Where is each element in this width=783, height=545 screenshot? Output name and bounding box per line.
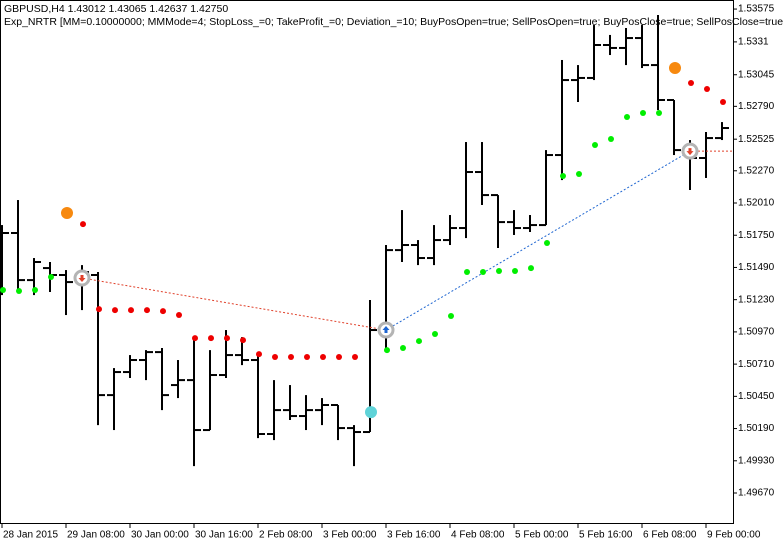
signal-arrow (78, 274, 86, 282)
indicator-dot (192, 335, 198, 342)
indicator-dot (400, 345, 406, 352)
indicator-dot (592, 142, 598, 149)
y-tick-label: 1.50190 (738, 423, 775, 434)
indicator-dot (560, 172, 566, 179)
indicator-dot (704, 85, 710, 92)
y-tick-label: 1.53575 (738, 4, 775, 15)
x-tick-label: 2 Feb 08:00 (259, 530, 313, 541)
indicator-dot (544, 240, 550, 247)
indicator-dot (304, 354, 310, 361)
trade-signal (681, 142, 699, 160)
y-tick-label: 1.51490 (738, 262, 775, 273)
indicator-dot (16, 287, 22, 294)
x-tick-label: 9 Feb 00:00 (707, 530, 761, 541)
indicator-dot (448, 313, 454, 320)
y-tick-label: 1.52790 (738, 101, 775, 112)
y-tick-label: 1.51230 (738, 294, 775, 305)
indicator-dot (128, 307, 134, 314)
y-tick-label: 1.49930 (738, 455, 775, 466)
y-tick-label: 1.5331 (738, 37, 769, 48)
y-tick-label: 1.50970 (738, 327, 775, 338)
chart-subtitle: Exp_NRTR [MM=0.10000000; MMMode=4; StopL… (4, 16, 783, 28)
x-tick-label: 29 Jan 08:00 (67, 530, 125, 541)
trade-line (81, 277, 387, 331)
x-tick-label: 3 Feb 16:00 (387, 530, 441, 541)
indicator-dot (528, 265, 534, 272)
x-tick-label: 5 Feb 16:00 (579, 530, 633, 541)
indicator-dot (32, 287, 38, 294)
indicator-dot (112, 307, 118, 314)
x-tick-label: 3 Feb 00:00 (323, 530, 377, 541)
y-tick-label: 1.53045 (738, 69, 775, 80)
indicator-dot (240, 337, 246, 344)
indicator-dot (720, 98, 726, 105)
chart-title: GBPUSD,H4 1.43012 1.43065 1.42637 1.4275… (4, 3, 228, 15)
indicator-dot (336, 354, 342, 361)
y-tick-label: 1.52010 (738, 198, 775, 209)
indicator-dot (656, 110, 662, 117)
signal-arrow (382, 326, 390, 334)
plot-frame (0, 0, 734, 524)
y-tick-label: 1.52270 (738, 165, 775, 176)
trade-signal (377, 321, 395, 339)
indicator-dot (416, 338, 422, 345)
indicator-dot (48, 273, 54, 280)
y-tick-label: 1.49670 (738, 488, 775, 499)
indicator-dot (608, 136, 614, 143)
signal-arrow (686, 148, 694, 156)
indicator-dot (624, 113, 630, 120)
indicator-dot (160, 308, 166, 315)
indicator-dot (0, 287, 6, 294)
indicator-dot (96, 306, 102, 313)
trade-line (385, 150, 691, 331)
indicator-dot (464, 269, 470, 276)
indicator-dot (352, 354, 358, 361)
indicator-dot (80, 221, 86, 228)
indicator-dot (384, 347, 390, 354)
indicator-dot (256, 351, 262, 358)
trade-signal (73, 269, 91, 287)
indicator-dot (576, 171, 582, 178)
indicator-dot (512, 268, 518, 275)
signal-dot (61, 207, 73, 220)
indicator-dot (272, 354, 278, 361)
y-tick-label: 1.50450 (738, 391, 775, 402)
indicator-dot (224, 335, 230, 342)
indicator-dot (208, 335, 214, 342)
indicator-dot (144, 307, 150, 314)
signal-dot (669, 62, 681, 75)
x-tick-label: 30 Jan 16:00 (195, 530, 253, 541)
x-tick-label: 30 Jan 00:00 (131, 530, 189, 541)
y-tick-label: 1.52525 (738, 134, 775, 145)
y-tick-label: 1.51750 (738, 230, 775, 241)
indicator-dot (432, 331, 438, 338)
indicator-dot (176, 312, 182, 319)
indicator-dot (480, 269, 486, 276)
indicator-dot (496, 268, 502, 275)
signal-dot (365, 406, 377, 419)
indicator-dot (320, 354, 326, 361)
x-tick-label: 5 Feb 00:00 (515, 530, 569, 541)
x-tick-label: 28 Jan 2015 (3, 530, 58, 541)
y-tick-label: 1.50710 (738, 359, 775, 370)
indicator-dot (688, 80, 694, 87)
indicator-dot (288, 354, 294, 361)
x-tick-label: 6 Feb 08:00 (643, 530, 697, 541)
x-tick-label: 4 Feb 08:00 (451, 530, 505, 541)
indicator-dot (640, 110, 646, 117)
